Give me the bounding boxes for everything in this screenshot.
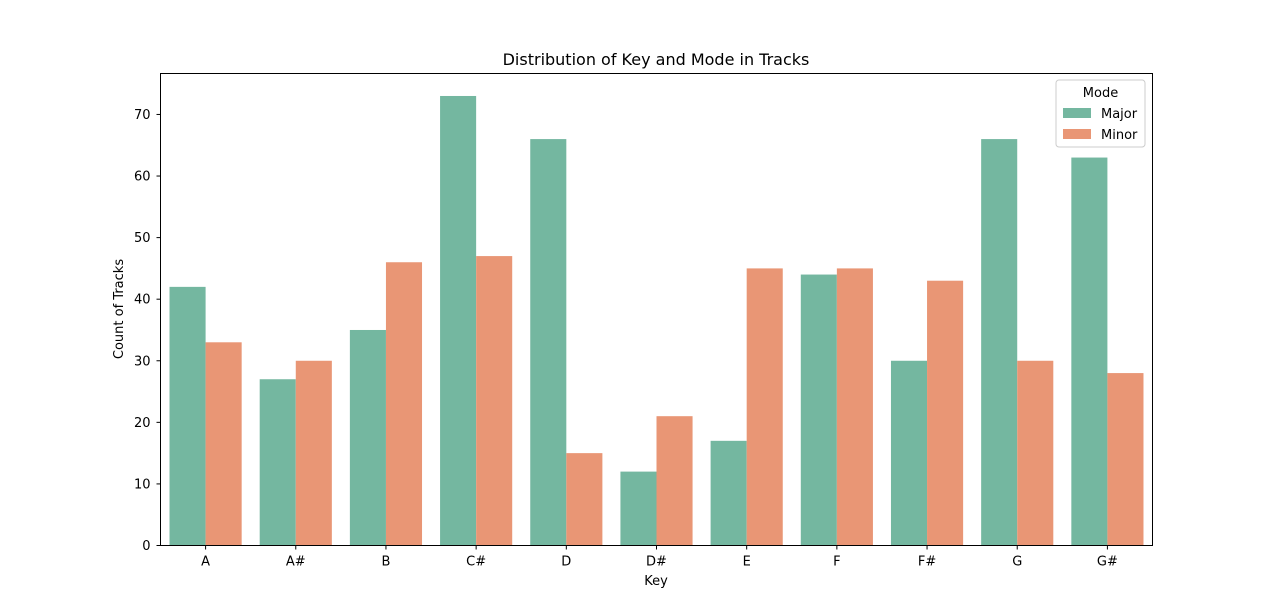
bar-minor-A bbox=[205, 342, 242, 546]
bar-minor-D bbox=[566, 453, 603, 546]
bar-major-B bbox=[349, 329, 386, 546]
legend-title: Mode bbox=[1083, 86, 1118, 101]
y-tick-label: 20 bbox=[134, 416, 151, 431]
x-tick-label: B bbox=[381, 555, 390, 570]
x-tick-label: D bbox=[561, 555, 571, 570]
bar-major-E bbox=[710, 440, 747, 546]
x-axis: A A# B C# D D# E F F# G G# bbox=[201, 545, 1118, 570]
legend-label-minor: Minor bbox=[1101, 128, 1138, 143]
y-tick-label: 40 bbox=[134, 293, 151, 308]
y-tick-label: 30 bbox=[134, 354, 151, 369]
plot-frame bbox=[160, 73, 1153, 546]
bar-major-A# bbox=[259, 379, 296, 546]
y-tick-label: 60 bbox=[134, 170, 151, 185]
y-tick-label: 10 bbox=[134, 477, 151, 492]
y-tick-label: 70 bbox=[134, 108, 151, 123]
x-tick-label: A# bbox=[286, 555, 306, 570]
bar-minor-C# bbox=[476, 256, 513, 546]
bar-major-F# bbox=[890, 360, 928, 546]
bar-major-D# bbox=[620, 471, 657, 546]
legend-label-major: Major bbox=[1101, 107, 1138, 122]
bar-minor-F# bbox=[927, 280, 964, 546]
bar-minor-G bbox=[1017, 360, 1054, 546]
x-tick-label: A bbox=[201, 555, 210, 570]
series-minor bbox=[205, 256, 1144, 546]
bar-major-A bbox=[169, 286, 206, 546]
x-tick-label: F bbox=[833, 555, 840, 570]
bar-major-G# bbox=[1071, 157, 1108, 546]
bar-minor-B bbox=[385, 262, 423, 546]
x-tick-label: D# bbox=[646, 555, 667, 570]
y-tick-label: 0 bbox=[142, 539, 150, 554]
bar-minor-A# bbox=[295, 360, 332, 546]
legend: Mode Major Minor bbox=[1055, 79, 1146, 148]
x-axis-label: Key bbox=[644, 574, 668, 589]
bar-major-G bbox=[981, 139, 1018, 546]
x-tick-label: E bbox=[743, 555, 751, 570]
x-tick-label: G# bbox=[1097, 555, 1118, 570]
legend-swatch-major bbox=[1063, 108, 1091, 118]
bar-minor-E bbox=[746, 268, 783, 546]
y-axis-label: Count of Tracks bbox=[112, 259, 127, 359]
bar-major-D bbox=[530, 139, 567, 546]
series-major bbox=[169, 95, 1108, 546]
x-tick-label: C# bbox=[466, 555, 486, 570]
legend-swatch-minor bbox=[1063, 129, 1091, 139]
x-tick-label: G bbox=[1012, 555, 1022, 570]
bar-minor-F bbox=[836, 268, 873, 546]
bar-major-C# bbox=[440, 95, 477, 546]
bar-minor-D# bbox=[656, 416, 693, 546]
bar-major-F bbox=[800, 274, 837, 546]
plot-area bbox=[169, 95, 1144, 546]
bar-minor-G# bbox=[1107, 373, 1144, 546]
x-tick-label: F# bbox=[918, 555, 936, 570]
y-axis: 0 10 20 30 40 50 60 70 bbox=[134, 108, 161, 554]
chart-title: Distribution of Key and Mode in Tracks bbox=[503, 50, 810, 69]
y-tick-label: 50 bbox=[134, 231, 151, 246]
